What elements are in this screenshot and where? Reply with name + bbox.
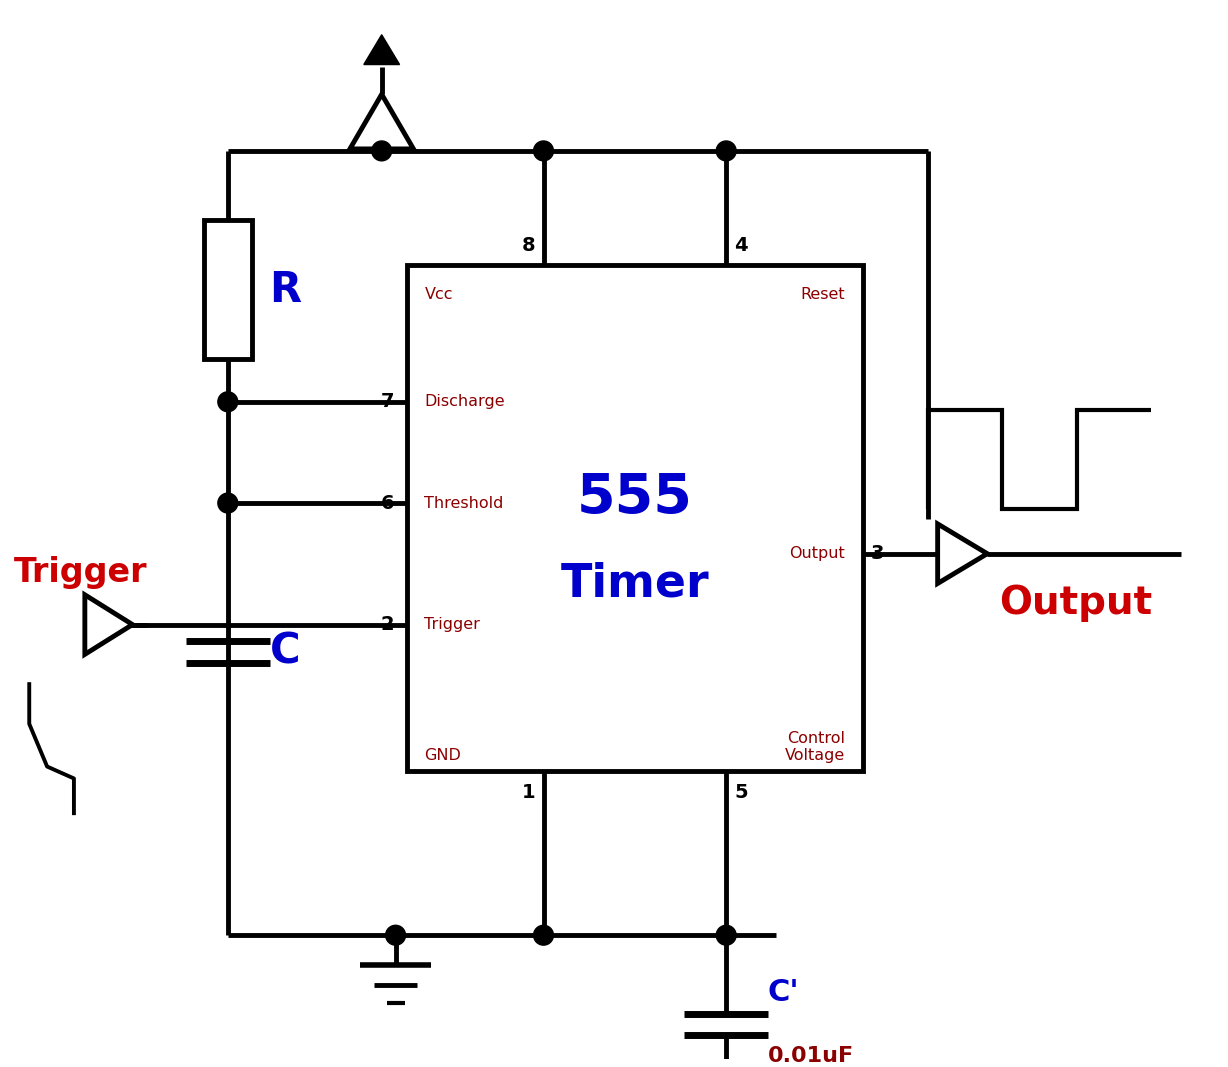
Text: 8: 8 [522, 236, 535, 255]
Text: Output: Output [1000, 585, 1152, 622]
Text: GND: GND [425, 748, 462, 764]
Text: Discharge: Discharge [425, 395, 505, 410]
Circle shape [217, 493, 238, 513]
Text: Timer: Timer [560, 561, 709, 606]
Circle shape [534, 925, 554, 945]
Polygon shape [938, 524, 987, 584]
Text: 0.01uF: 0.01uF [768, 1047, 853, 1066]
Text: Control
Voltage: Control Voltage [785, 731, 845, 764]
Bar [204, 221, 252, 360]
Circle shape [217, 392, 238, 412]
Text: 4: 4 [734, 236, 748, 255]
Text: Output: Output [790, 546, 845, 561]
Text: Vcc: Vcc [425, 287, 453, 302]
Text: R: R [269, 269, 302, 310]
Text: 3: 3 [871, 544, 884, 563]
Text: 555: 555 [577, 471, 693, 525]
Circle shape [534, 141, 554, 161]
Circle shape [716, 141, 736, 161]
Circle shape [372, 141, 392, 161]
Bar [406, 265, 863, 771]
Text: 5: 5 [734, 783, 748, 802]
Text: 1: 1 [522, 783, 535, 802]
Polygon shape [363, 35, 399, 64]
Text: C: C [269, 631, 300, 673]
Text: Trigger: Trigger [425, 617, 480, 632]
Text: 2: 2 [381, 615, 394, 634]
Text: Reset: Reset [801, 287, 845, 302]
Text: Threshold: Threshold [425, 495, 503, 510]
Text: C': C' [768, 978, 799, 1007]
Circle shape [716, 925, 736, 945]
Text: 6: 6 [381, 494, 394, 512]
Text: Trigger: Trigger [15, 557, 147, 589]
Circle shape [386, 925, 405, 945]
Text: 7: 7 [381, 393, 394, 411]
Polygon shape [350, 94, 414, 149]
Polygon shape [85, 594, 133, 654]
